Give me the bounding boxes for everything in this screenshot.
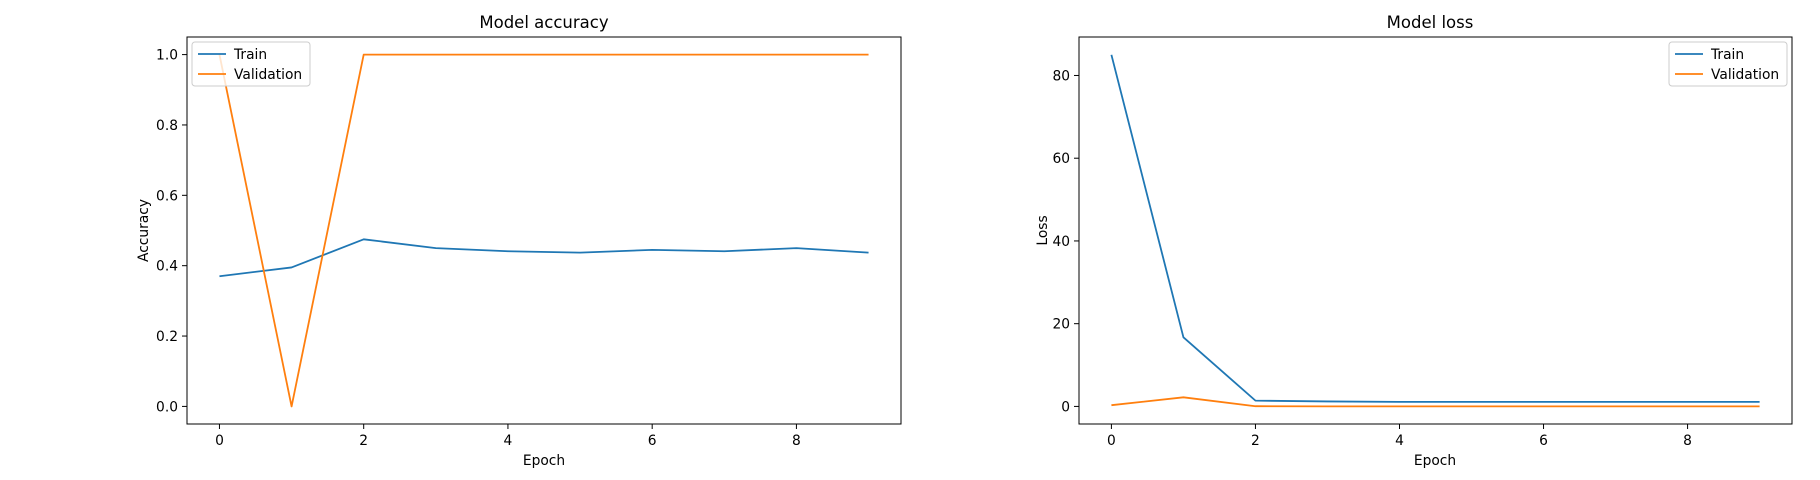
accuracy-train-series-line [219,238,869,278]
accuracy-x-tick-label: 8 [792,433,801,449]
loss-x-tick-label: 6 [1539,433,1548,449]
accuracy-chart-title: Model accuracy [479,13,608,32]
loss-x-tick-label: 0 [1107,433,1116,449]
loss-x-axis-label: Epoch [1414,453,1456,469]
loss-legend-train-label: Train [1710,47,1744,63]
accuracy-legend-validation-label: Validation [234,67,302,83]
loss-y-tick-label: 80 [1052,68,1070,84]
loss-x-tick-label: 8 [1683,433,1692,449]
loss-y-tick-label: 0 [1061,399,1070,415]
accuracy-x-tick-label: 0 [215,433,224,449]
loss-validation-series-line [1111,396,1760,408]
accuracy-x-tick-label: 2 [359,433,368,449]
loss-train-series-line [1110,54,1760,403]
loss-legend: Train Validation [1668,41,1788,87]
accuracy-x-tick-label: 4 [504,433,513,449]
accuracy-y-tick-label: 1.0 [156,48,178,64]
loss-plot-frame [1078,36,1793,425]
loss-y-tick-label: 20 [1052,317,1070,333]
accuracy-legend-train-label: Train [233,47,267,63]
loss-y-tick-label: 40 [1052,234,1070,250]
accuracy-x-tick-label: 6 [648,433,657,449]
accuracy-chart-panel: Model accuracy 0 2 4 6 8 0.0 0.2 0.4 0.6 0.8 1.0 Tr… [136,13,902,469]
loss-x-tick-label: 2 [1251,433,1260,449]
loss-x-tick-label: 4 [1395,433,1404,449]
loss-legend-box [1668,41,1788,87]
accuracy-y-tick-label: 0.4 [156,259,178,275]
accuracy-legend-box [191,41,311,87]
accuracy-plot-frame [186,36,902,425]
accuracy-y-tick-label: 0.6 [156,188,178,204]
accuracy-legend: Train Validation [191,41,311,87]
accuracy-y-axis-label: Accuracy [136,199,152,262]
loss-chart-title: Model loss [1387,13,1474,32]
accuracy-y-tick-label: 0.0 [156,399,178,415]
accuracy-y-tick-label: 0.2 [156,329,178,345]
loss-legend-validation-label: Validation [1711,67,1779,83]
accuracy-x-axis-label: Epoch [523,453,565,469]
accuracy-y-tick-label: 0.8 [156,118,178,134]
loss-chart-panel: Model loss 0 2 4 6 8020406080TrainValidation… [1035,13,1793,469]
loss-y-axis-label: Loss [1035,215,1051,245]
loss-y-tick-label: 60 [1052,151,1070,167]
accuracy-validation-series-line [218,53,869,408]
